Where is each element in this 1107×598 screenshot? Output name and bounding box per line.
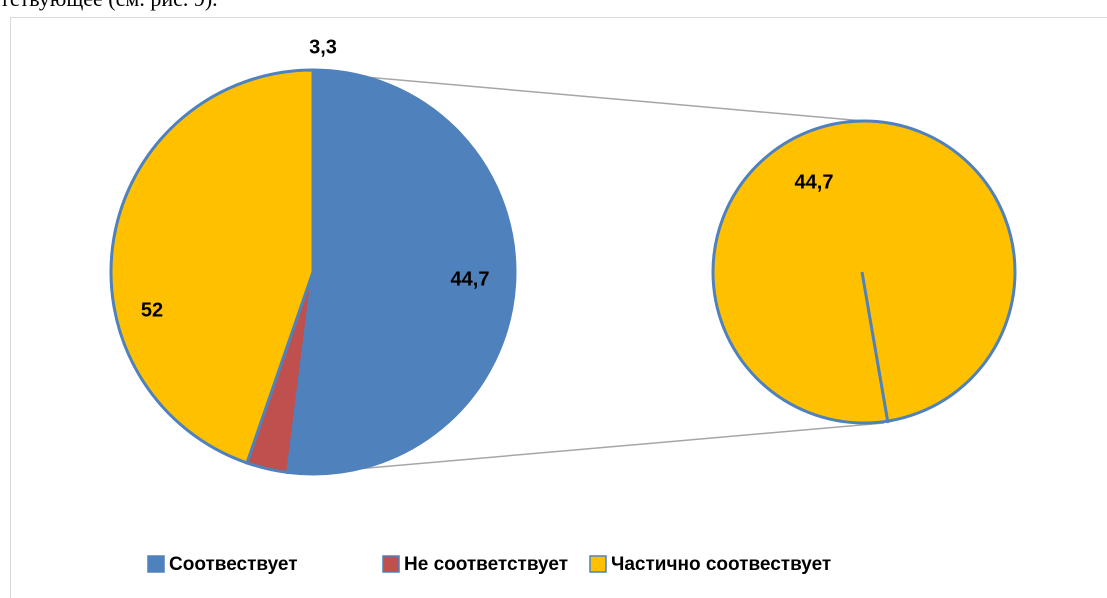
legend-swatch [382,555,400,573]
text-fragment: тствующее (см. рис. 9). [0,0,218,12]
pie-slice [109,68,315,465]
legend-swatch [589,555,607,573]
connector-line [344,422,885,471]
data-label: 3,3 [309,36,337,58]
data-label: 52 [141,299,163,321]
chart-frame [10,17,1107,598]
secondary-divider [860,271,890,424]
data-label: 44,7 [451,268,490,290]
legend-label: Не соответствует [404,554,568,575]
secondary-pie [711,119,1017,425]
legend-label: Частично соотвествует [611,554,831,575]
legend-swatch [147,555,165,573]
connector-line [342,74,865,122]
pie-slice [286,68,517,476]
legend-label: Соотвествует [169,554,298,575]
data-label: 44,7 [795,171,834,193]
